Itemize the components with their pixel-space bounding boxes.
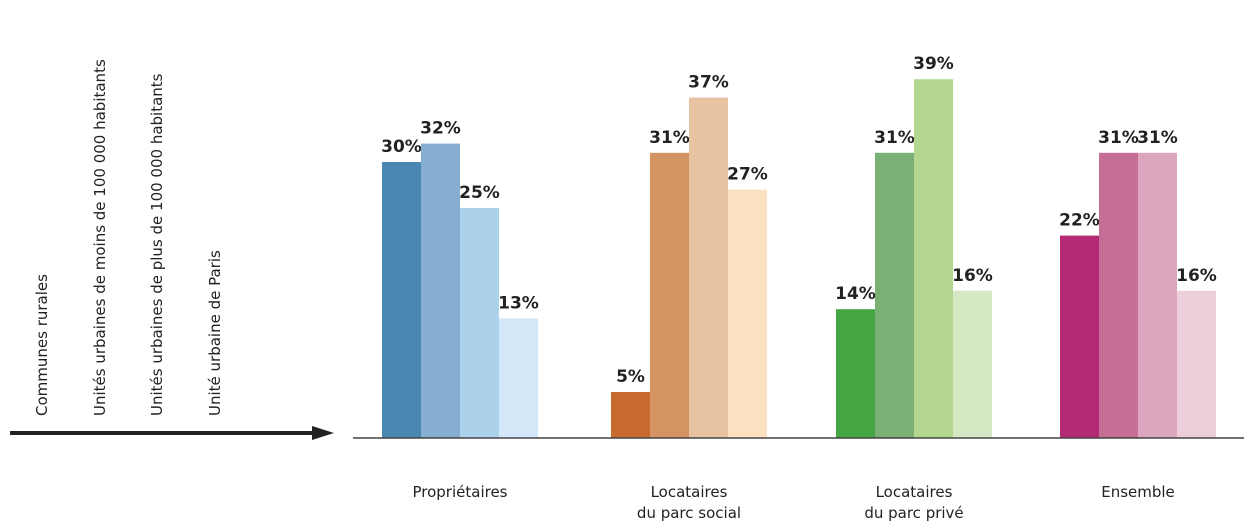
bar-g1-s3 [460,208,499,438]
value-label-g2-s1: 5% [616,367,645,387]
value-label-g3-s2: 31% [874,128,915,148]
value-label-g3-s3: 39% [913,54,954,74]
value-label-g3-s1: 14% [835,284,876,304]
bar-g3-s1 [836,309,875,438]
value-label-g4-s3: 31% [1137,128,1178,148]
legend-label-4: Unité urbaine de Paris [206,250,224,416]
bar-g3-s4 [953,290,992,438]
category-label-3-line-1: Locataires [876,483,953,501]
value-label-g3-s4: 16% [952,266,993,286]
bar-g2-s2 [650,152,689,439]
bar-g3-s3 [914,79,953,438]
category-label-4-line-1: Ensemble [1101,483,1175,501]
bar-g1-s4 [499,318,538,438]
value-label-g1-s2: 32% [420,119,461,139]
value-label-g4-s1: 22% [1059,211,1100,231]
value-label-g2-s3: 37% [688,73,729,93]
value-label-g1-s1: 30% [381,137,422,157]
value-label-g2-s4: 27% [727,165,768,185]
bar-g2-s4 [728,189,767,438]
bar-g4-s4 [1177,290,1216,438]
legend-arrow-head [312,426,334,440]
legend-label-3: Unités urbaines de plus de 100 000 habit… [148,73,166,416]
bar-g2-s3 [689,97,728,438]
bar-g2-s1 [611,392,650,438]
bars: 30%32% 25% 13% 5% 31% 37% 27% 14% 31% 39% 16% 22% 31… [381,54,1217,439]
bar-g4-s2 [1099,152,1138,439]
legend-label-1: Communes rurales [33,274,51,416]
bar-g4-s1 [1060,235,1099,438]
category-labels: Propriétaires Locataires du parc social Loc… [412,483,1174,521]
category-label-2-line-1: Locataires [651,483,728,501]
value-label-g2-s2: 31% [649,128,690,148]
value-label-g1-s3: 25% [459,183,500,203]
category-label-2-line-2: du parc social [637,504,741,521]
legend: Communes rurales Unités urbaines de moins… [33,59,224,416]
bar-g1-s1 [382,162,421,438]
bar-g1-s2 [421,143,460,438]
category-label-1-line-1: Propriétaires [412,483,507,501]
legend-label-2: Unités urbaines de moins de 100 000 habi… [91,59,109,416]
category-label-3-line-2: du parc privé [864,504,963,521]
value-label-g1-s4: 13% [498,293,539,313]
bar-g4-s3 [1138,152,1177,439]
value-label-g4-s4: 16% [1176,266,1217,286]
bar-g3-s2 [875,152,914,439]
value-label-g4-s2: 31% [1098,128,1139,148]
